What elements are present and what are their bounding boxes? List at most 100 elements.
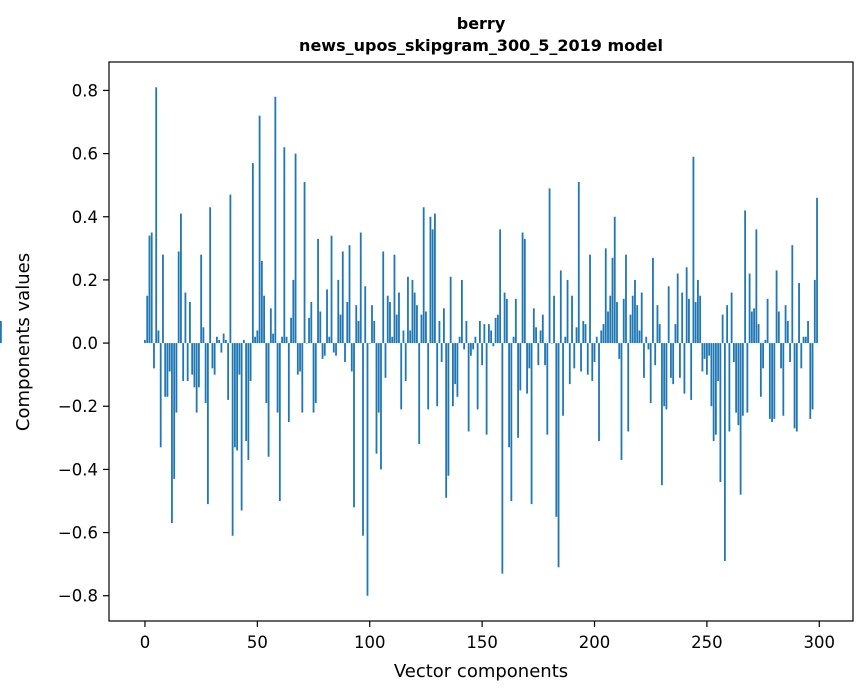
bar [159,343,162,448]
bar [429,216,432,344]
bar [499,229,502,344]
x-tick-label: 50 [247,633,268,652]
bar [544,343,546,366]
bar [813,279,816,344]
bar [285,336,288,344]
bar [233,343,236,448]
bar [703,343,706,359]
bar [746,343,749,413]
bar [690,343,693,400]
bar [452,343,454,407]
bar [490,330,493,344]
bar [377,343,380,413]
bar [254,336,256,344]
bar [681,292,684,344]
bar [150,232,153,344]
x-axis-label: Vector components [394,661,568,682]
bar [162,254,164,344]
x-tick-label: 300 [804,633,836,652]
bar [186,343,189,381]
bar [717,343,720,381]
bar [375,343,378,454]
bar [795,343,798,432]
bar [258,115,261,344]
chart-title-line1: berry [457,14,506,33]
bar [535,327,537,344]
y-tick-label: 0.6 [72,145,98,164]
bar [503,292,506,344]
bar [371,305,373,344]
bar [227,343,230,400]
bar [793,343,796,429]
bar [290,317,292,344]
bar [409,330,412,344]
bar [485,343,488,435]
bar [146,295,149,344]
bar [337,279,340,344]
bar [566,279,569,344]
bar [0,320,2,344]
bar [786,320,789,344]
bar [562,343,564,416]
y-axis-ticks: −0.8 −0.6 −0.4 −0.2 0.0 0.2 0.4 0.6 0.8 [58,81,109,606]
bar [348,245,351,344]
bar [238,343,241,375]
y-tick-label: 0.4 [72,208,98,227]
bar [422,207,425,344]
bar [600,330,603,344]
bar [164,343,167,397]
bar [207,343,209,505]
bar [171,343,173,524]
x-tick-label: 0 [140,633,151,652]
bar [811,343,814,410]
bar [739,343,742,495]
bar [175,343,178,413]
bar [341,251,344,344]
x-tick-label: 250 [691,633,723,652]
bar [157,330,160,344]
bar [627,343,630,432]
bar [400,343,403,410]
bar [413,292,416,344]
bar [274,96,277,344]
bar [577,182,580,344]
bar [204,343,207,404]
bar [697,279,699,344]
bar [425,311,427,344]
bar [386,295,389,344]
bar [512,336,515,344]
bar [461,279,463,344]
bar [670,343,672,378]
bar [310,302,313,344]
bar [510,343,513,501]
bar [166,343,169,397]
bar [573,343,576,369]
bar [620,343,623,460]
bar [366,343,369,596]
y-tick-label: −0.6 [58,524,98,543]
y-tick-label: 0.8 [72,81,98,100]
bar [229,194,232,344]
bar [804,336,807,344]
bar [299,343,301,372]
bar [474,336,477,344]
bar [436,343,439,407]
bar [368,343,371,344]
bar [757,324,760,344]
bar [638,330,641,344]
bar [528,343,531,369]
bar [701,343,704,372]
bar [251,163,254,344]
bar [357,320,360,344]
bar [319,311,322,344]
bar [195,343,198,413]
bar [317,238,319,344]
bar [463,343,466,350]
bar [469,343,472,356]
bar [526,343,528,394]
bar [777,311,780,344]
bar [373,320,376,344]
bar [283,147,286,344]
bar [582,320,585,344]
